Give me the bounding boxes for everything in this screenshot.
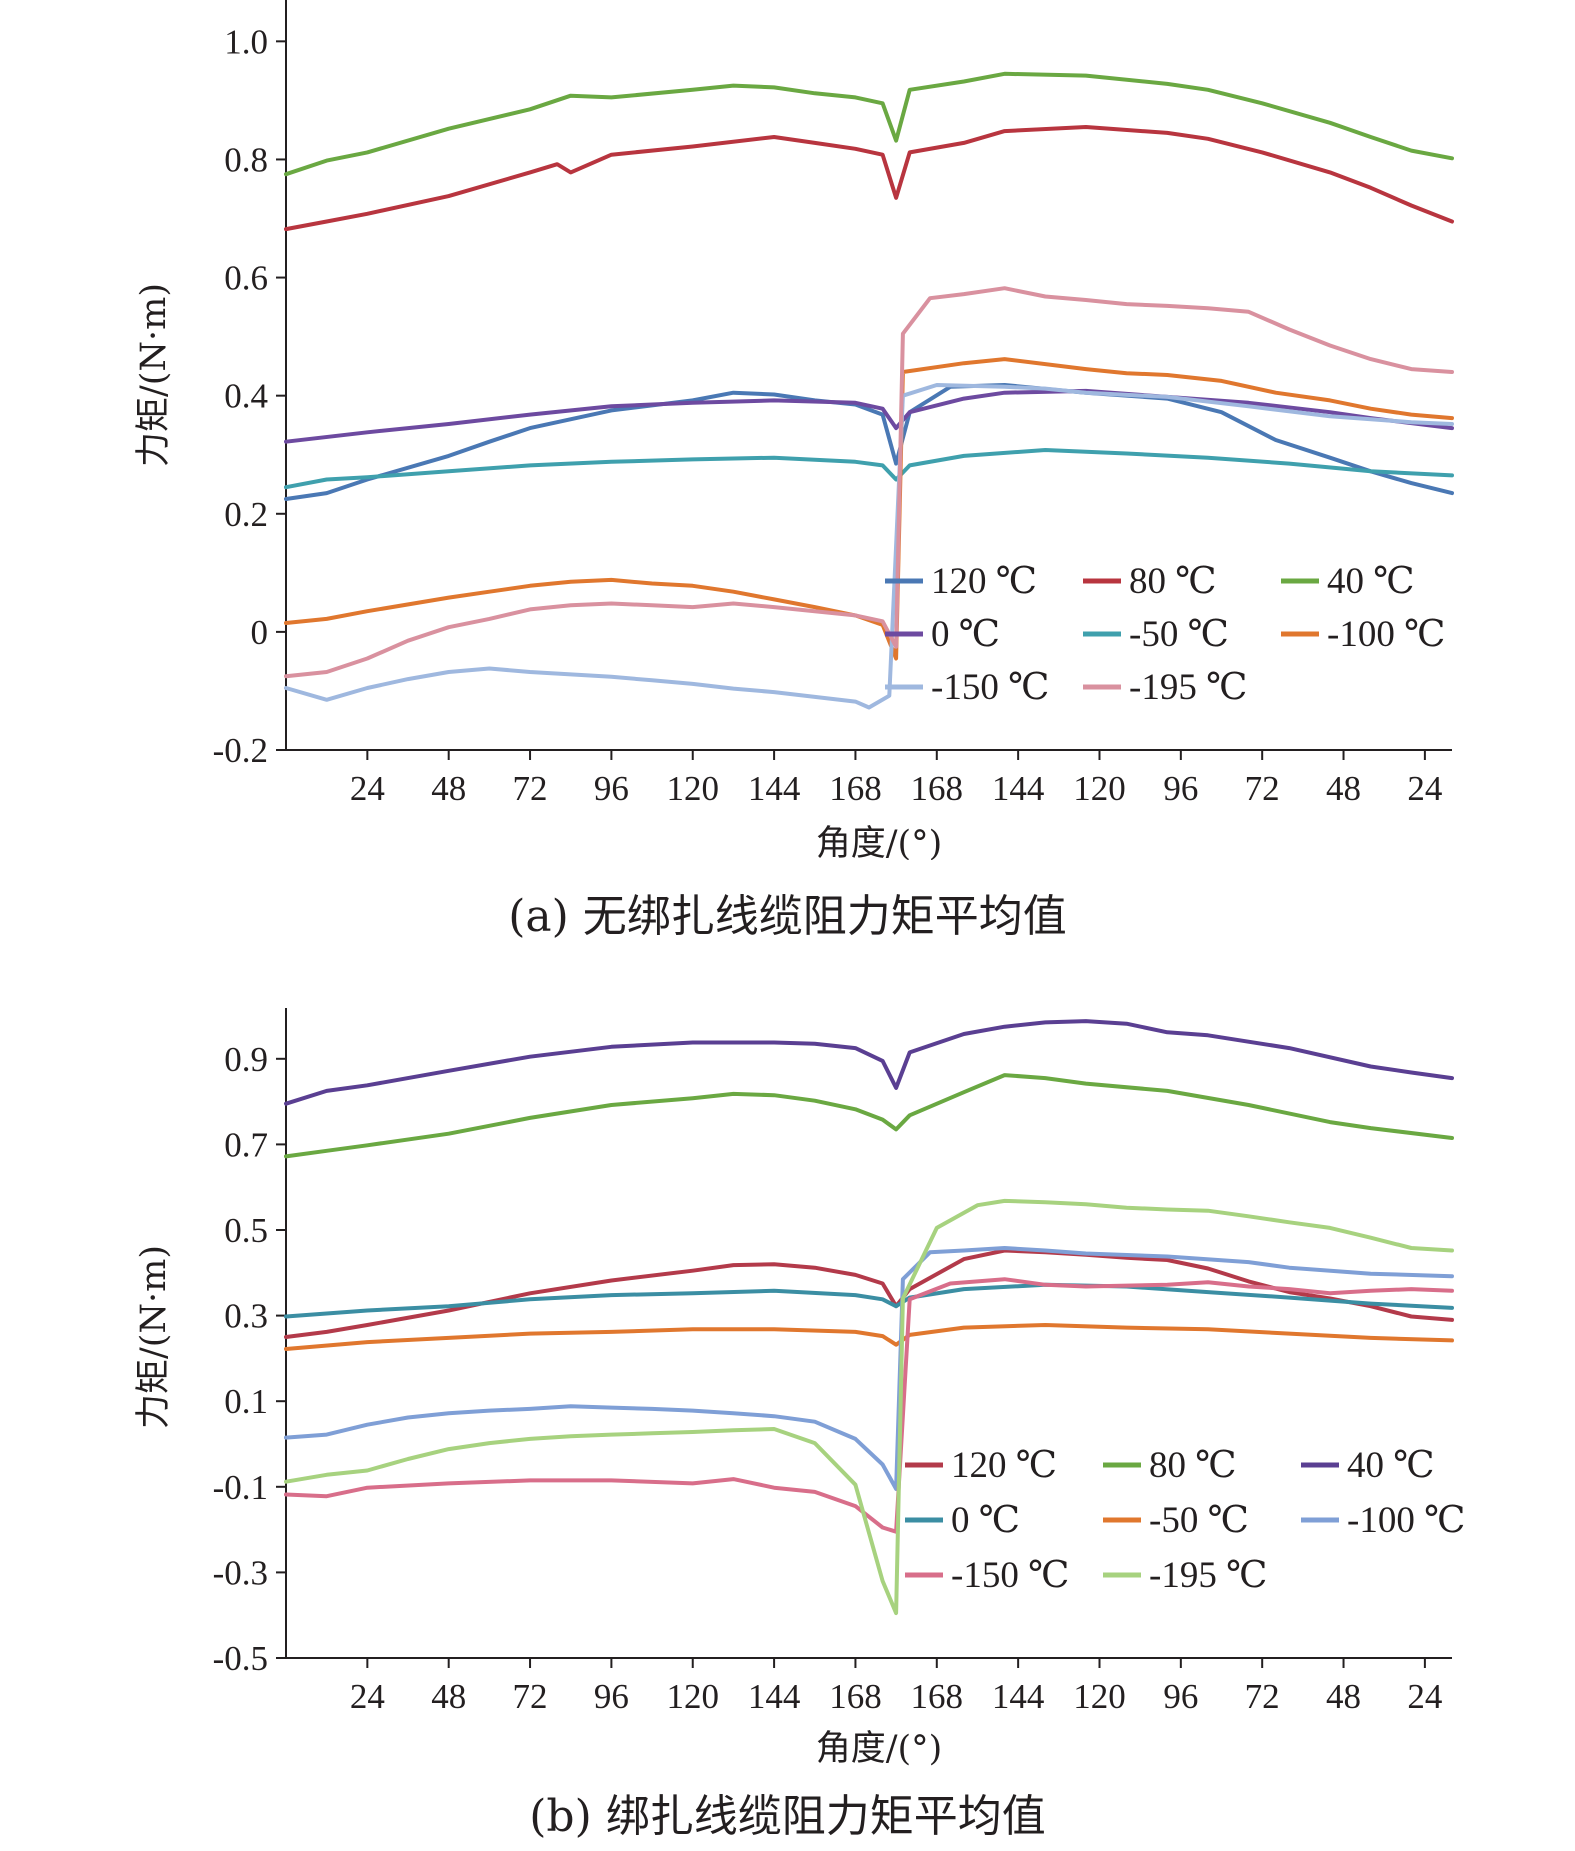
legend-label: -195 ℃ [1129,667,1247,708]
x-tick-label: 72 [513,769,548,808]
y-tick-label: -0.1 [213,1468,268,1507]
series-line [284,125,1454,232]
chart-b-svg: 0.9 0.7 0.5 0.3 0.1 -0.1 -0.3 -0.5 24 48 72 96 120 14… [134,1008,1465,1769]
x-tick-label: 144 [992,1677,1045,1716]
chart-panel-a: 1.0 0.8 0.6 0.4 0.2 0 -0.2 24 48 72 96 120 144 168 168… [134,0,1454,942]
x-tick-label: 24 [1407,769,1442,808]
legend-label: 0 ℃ [931,614,1000,655]
legend-label: 80 ℃ [1149,1445,1237,1486]
x-tick-label: 168 [829,769,882,808]
legend-label: 120 ℃ [931,561,1037,602]
y-tick-label: 0.9 [224,1040,268,1079]
x-tick-label: 168 [911,1677,964,1716]
y-tick-label: 0.1 [224,1382,268,1421]
x-tick-label: 96 [594,1677,629,1716]
series-line [284,1246,1454,1491]
x-tick-label: 144 [748,769,801,808]
chart-a-svg: 1.0 0.8 0.6 0.4 0.2 0 -0.2 24 48 72 96 120 144 168 168… [134,0,1454,860]
y-tick-label: 1.0 [224,22,268,61]
y-tick-label: 0.2 [224,495,268,534]
y-tick-label: -0.3 [213,1553,268,1592]
x-tick-label: 96 [1163,1677,1198,1716]
series-line [284,448,1454,490]
x-tick-label: 72 [513,1677,548,1716]
x-tick-label: 120 [1073,769,1126,808]
x-tick-label: 168 [829,1677,882,1716]
legend-label: -100 ℃ [1347,1500,1465,1541]
x-tick-label: 120 [666,769,719,808]
legend-label: 120 ℃ [951,1445,1057,1486]
y-tick-label: 0.7 [224,1125,268,1164]
y-tick-label: -0.5 [213,1639,268,1678]
x-tick-label: 48 [431,1677,466,1716]
y-tick-label: 0 [251,613,269,652]
x-tick-label: 24 [350,1677,385,1716]
legend-label: 80 ℃ [1129,561,1217,602]
x-tick-label: 48 [1326,1677,1361,1716]
y-tick-label: -0.2 [213,731,268,770]
x-axis-title: 角度/(°) [816,824,943,860]
y-tick-label: 0.8 [224,140,268,179]
caption-a: (a) 无绑扎线缆阻力矩平均值 [508,891,1067,942]
series-line [284,71,1454,177]
series-line [284,286,1454,679]
series-line [284,1323,1454,1351]
series-line [284,383,1454,501]
legend-label: -50 ℃ [1149,1500,1249,1541]
series-line [284,1019,1454,1106]
x-tick-label: 24 [1407,1677,1442,1716]
y-axis-title: 力矩/(N·m) [134,1245,174,1429]
x-tick-label: 72 [1245,769,1280,808]
x-axis-title: 角度/(°) [816,1729,943,1769]
x-tick-label: 96 [1163,769,1198,808]
x-tick-label: 144 [992,769,1045,808]
x-tick-label: 48 [431,769,466,808]
legend-label: -150 ℃ [951,1555,1069,1596]
legend-label: 0 ℃ [951,1500,1020,1541]
series-line [284,1248,1454,1339]
legend-label: -195 ℃ [1149,1555,1267,1596]
legend-label: -100 ℃ [1327,614,1445,655]
x-tick-label: 48 [1326,769,1361,808]
x-tick-label: 120 [1073,1677,1126,1716]
chart-panel-b: 0.9 0.7 0.5 0.3 0.1 -0.1 -0.3 -0.5 24 48 72 96 120 14… [0,990,1575,1851]
legend-label: 40 ℃ [1347,1445,1435,1486]
series-line [284,1073,1454,1159]
series-line [284,383,1454,710]
x-tick-label: 144 [748,1677,801,1716]
legend-label: -150 ℃ [931,667,1049,708]
x-tick-label: 168 [911,769,964,808]
legend-label: 40 ℃ [1327,561,1415,602]
y-tick-label: 0.4 [224,377,268,416]
y-tick-label: 0.3 [224,1297,268,1336]
y-axis-title: 力矩/(N·m) [134,283,174,467]
x-tick-label: 24 [350,769,385,808]
x-tick-label: 96 [594,769,629,808]
y-tick-label: 0.6 [224,259,268,298]
series-line [284,1198,1454,1616]
x-tick-label: 72 [1245,1677,1280,1716]
legend-label: -50 ℃ [1129,614,1229,655]
y-tick-label: 0.5 [224,1211,268,1250]
x-tick-label: 120 [666,1677,719,1716]
series-line [284,388,1454,444]
series-line [284,1277,1454,1534]
caption-b: (b) 绑扎线缆阻力矩平均值 [529,1791,1046,1842]
series-line [284,1282,1454,1319]
